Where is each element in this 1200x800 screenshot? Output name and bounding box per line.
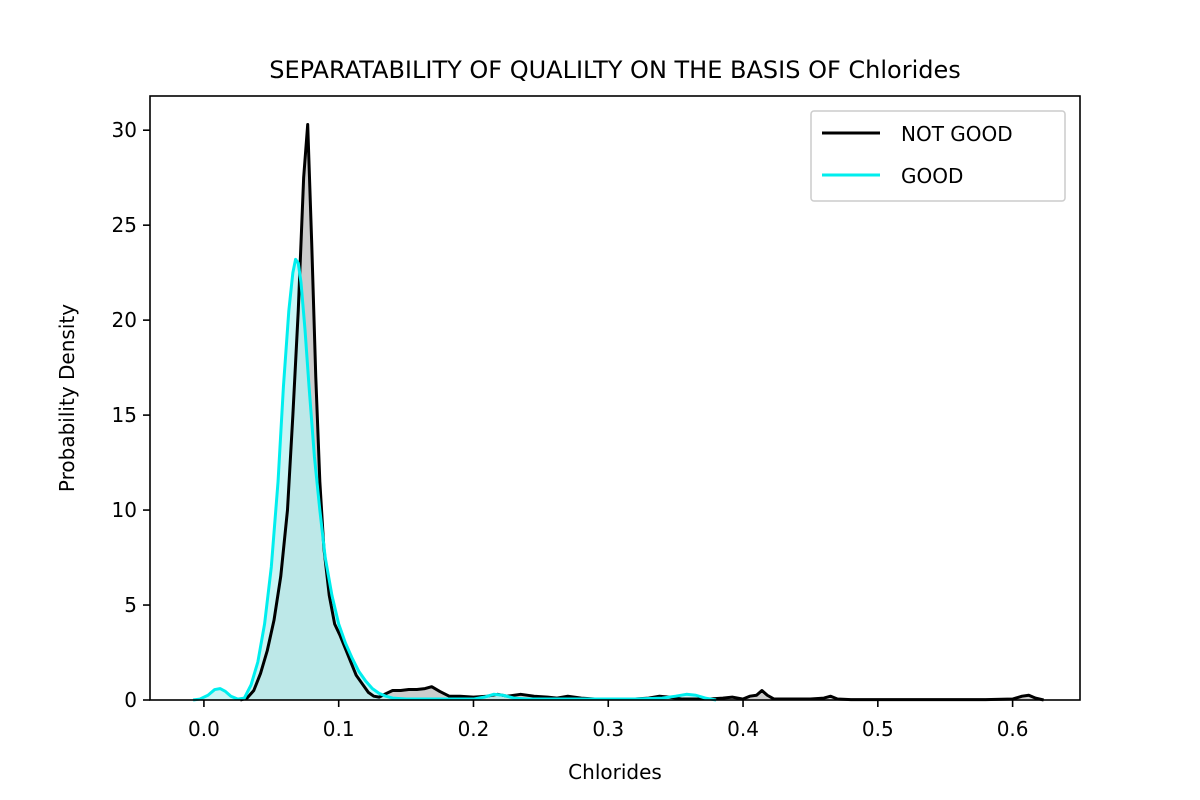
x-axis-label: Chlorides xyxy=(568,760,662,784)
y-tick-label: 15 xyxy=(112,403,137,427)
y-tick-label: 5 xyxy=(124,593,137,617)
x-tick-label: 0.1 xyxy=(323,717,355,741)
plot-frame xyxy=(149,95,1081,701)
legend: NOT GOOD GOOD xyxy=(810,110,1066,202)
x-tick-label: 0.6 xyxy=(997,717,1029,741)
x-tick-label: 0.2 xyxy=(458,717,490,741)
y-tick-label: 25 xyxy=(112,213,137,237)
series-layer xyxy=(192,122,1044,702)
y-tick-label: 20 xyxy=(112,308,137,332)
x-tick-label: 0.3 xyxy=(592,717,624,741)
legend-label-good: GOOD xyxy=(901,164,963,188)
y-tick-label: 10 xyxy=(112,498,137,522)
y-tick-label: 30 xyxy=(112,118,137,142)
x-tick-label: 0.5 xyxy=(862,717,894,741)
y-tick-label: 0 xyxy=(124,688,137,712)
chart-title: SEPARATABILITY OF QUALILTY ON THE BASIS … xyxy=(269,56,961,84)
area-fill-good xyxy=(193,259,717,700)
y-axis: 0 5 10 15 20 25 30 xyxy=(112,118,150,712)
series-line-good xyxy=(192,257,717,702)
y-axis-label: Probability Density xyxy=(55,304,79,492)
x-axis: 0.0 0.1 0.2 0.3 0.4 0.5 0.6 xyxy=(188,700,1029,741)
legend-label-not-good: NOT GOOD xyxy=(901,122,1013,146)
x-tick-label: 0.4 xyxy=(727,717,759,741)
x-tick-label: 0.0 xyxy=(188,717,220,741)
